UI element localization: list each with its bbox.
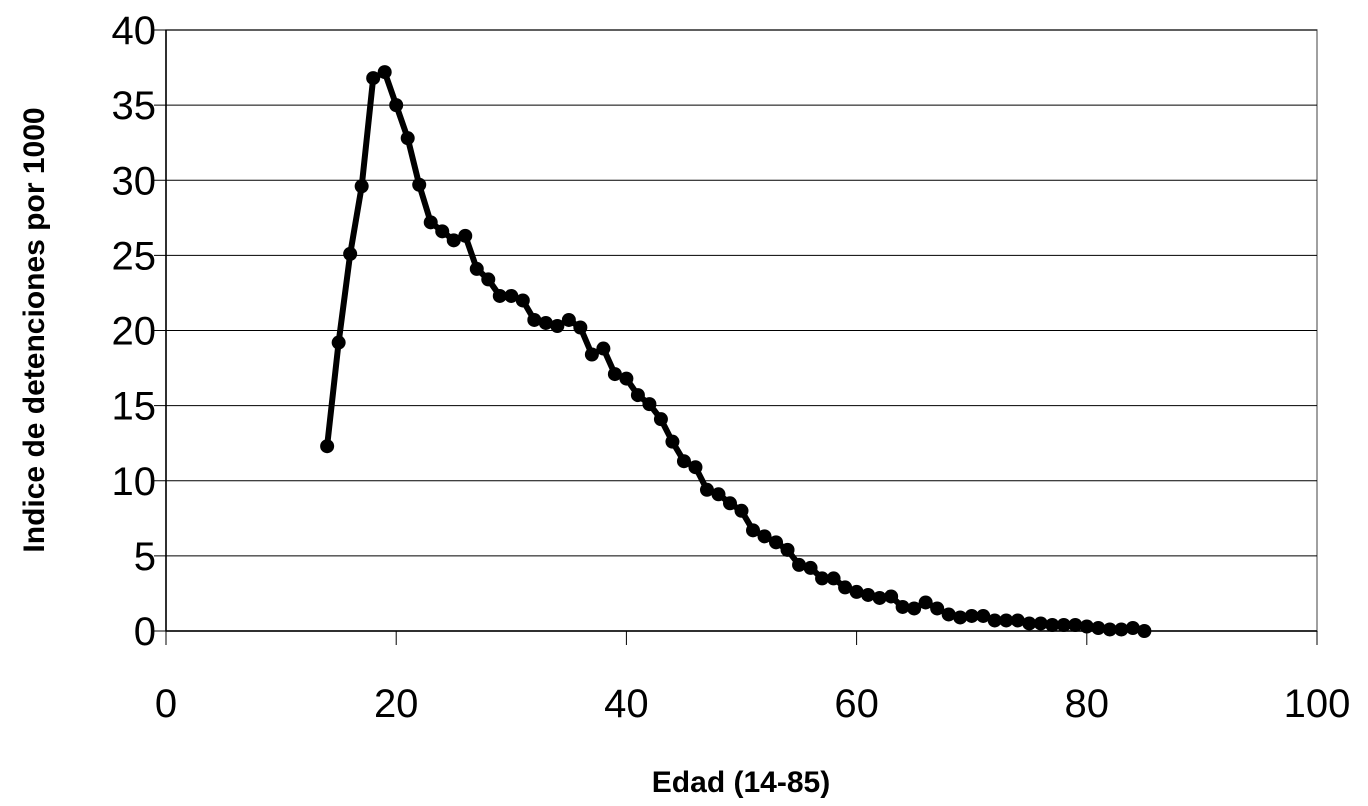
data-point bbox=[884, 589, 899, 604]
data-point bbox=[412, 177, 427, 192]
data-point bbox=[435, 224, 450, 239]
y-tick-label: 30 bbox=[112, 159, 157, 203]
data-point bbox=[849, 584, 864, 599]
data-point bbox=[481, 272, 496, 287]
data-point bbox=[699, 482, 714, 497]
data-point bbox=[688, 460, 703, 475]
data-point bbox=[1068, 617, 1083, 632]
data-point bbox=[792, 557, 807, 572]
data-point bbox=[999, 613, 1014, 628]
data-point bbox=[1033, 616, 1048, 631]
data-point bbox=[676, 454, 691, 469]
x-tick-label: 60 bbox=[834, 682, 879, 726]
x-tick-label: 100 bbox=[1284, 682, 1351, 726]
data-point bbox=[320, 439, 335, 454]
data-point bbox=[1114, 622, 1129, 637]
data-point bbox=[780, 542, 795, 557]
y-tick-labels: 0 5 10 15 20 25 30 35 40 bbox=[112, 9, 157, 654]
data-point bbox=[504, 288, 519, 303]
data-point bbox=[734, 503, 749, 518]
y-tick-label: 10 bbox=[112, 460, 157, 504]
data-point bbox=[1125, 620, 1140, 635]
y-tick-label: 40 bbox=[112, 9, 157, 53]
data-point bbox=[976, 608, 991, 623]
data-point bbox=[826, 571, 841, 586]
data-point bbox=[1079, 619, 1094, 634]
data-point bbox=[769, 535, 784, 550]
data-point bbox=[1091, 620, 1106, 635]
data-point bbox=[331, 335, 346, 350]
data-point bbox=[389, 98, 404, 113]
data-point bbox=[872, 590, 887, 605]
y-tick-label: 20 bbox=[112, 310, 157, 354]
data-point bbox=[527, 312, 542, 327]
data-point bbox=[377, 65, 392, 80]
data-point bbox=[550, 318, 565, 333]
data-point bbox=[953, 610, 968, 625]
x-axis-title: Edad (14-85) bbox=[652, 766, 830, 799]
y-tick-label: 15 bbox=[112, 385, 157, 429]
data-point bbox=[838, 580, 853, 595]
data-point bbox=[1010, 613, 1025, 628]
data-point bbox=[711, 487, 726, 502]
data-point bbox=[619, 371, 634, 386]
data-point bbox=[573, 320, 588, 335]
data-point bbox=[895, 599, 910, 614]
data-point bbox=[746, 523, 761, 538]
data-series bbox=[320, 65, 1152, 638]
y-axis-title: Indice de detenciones por 1000 bbox=[18, 107, 51, 552]
data-point bbox=[469, 261, 484, 276]
data-point bbox=[642, 397, 657, 412]
x-tick-label: 0 bbox=[155, 682, 177, 726]
data-point bbox=[354, 179, 369, 194]
data-point bbox=[366, 71, 381, 86]
data-point bbox=[907, 601, 922, 616]
data-point bbox=[446, 233, 461, 248]
grid-lines bbox=[166, 29, 1317, 557]
data-point bbox=[987, 613, 1002, 628]
data-point bbox=[861, 587, 876, 602]
data-point bbox=[400, 131, 415, 146]
x-tick-labels: 0 20 40 60 80 100 bbox=[155, 682, 1351, 726]
data-point bbox=[757, 529, 772, 544]
data-point bbox=[1056, 617, 1071, 632]
data-point bbox=[492, 288, 507, 303]
data-point bbox=[803, 560, 818, 575]
data-point bbox=[930, 601, 945, 616]
data-point bbox=[1022, 616, 1037, 631]
data-point bbox=[630, 388, 645, 403]
data-point bbox=[584, 347, 599, 362]
data-point bbox=[1137, 624, 1152, 638]
data-point bbox=[964, 608, 979, 623]
y-tick-label: 25 bbox=[112, 234, 157, 278]
data-point bbox=[515, 293, 530, 308]
data-point bbox=[343, 246, 358, 261]
data-point bbox=[423, 215, 438, 230]
y-tick-label: 0 bbox=[134, 610, 156, 654]
y-tick-label: 35 bbox=[112, 84, 157, 128]
x-tick-label: 80 bbox=[1065, 682, 1110, 726]
data-point bbox=[607, 367, 622, 382]
data-point bbox=[1045, 617, 1060, 632]
data-point bbox=[653, 412, 668, 427]
data-point bbox=[918, 595, 933, 610]
data-point bbox=[458, 228, 473, 243]
data-point bbox=[1102, 622, 1117, 637]
data-point bbox=[538, 315, 553, 330]
x-tick-label: 40 bbox=[604, 682, 649, 726]
data-point bbox=[596, 341, 611, 356]
x-tick-label: 20 bbox=[374, 682, 419, 726]
data-point bbox=[815, 571, 830, 586]
data-point bbox=[941, 607, 956, 622]
y-tick-label: 5 bbox=[134, 535, 156, 579]
data-point bbox=[722, 496, 737, 511]
data-point bbox=[665, 434, 680, 449]
data-point bbox=[561, 312, 576, 327]
